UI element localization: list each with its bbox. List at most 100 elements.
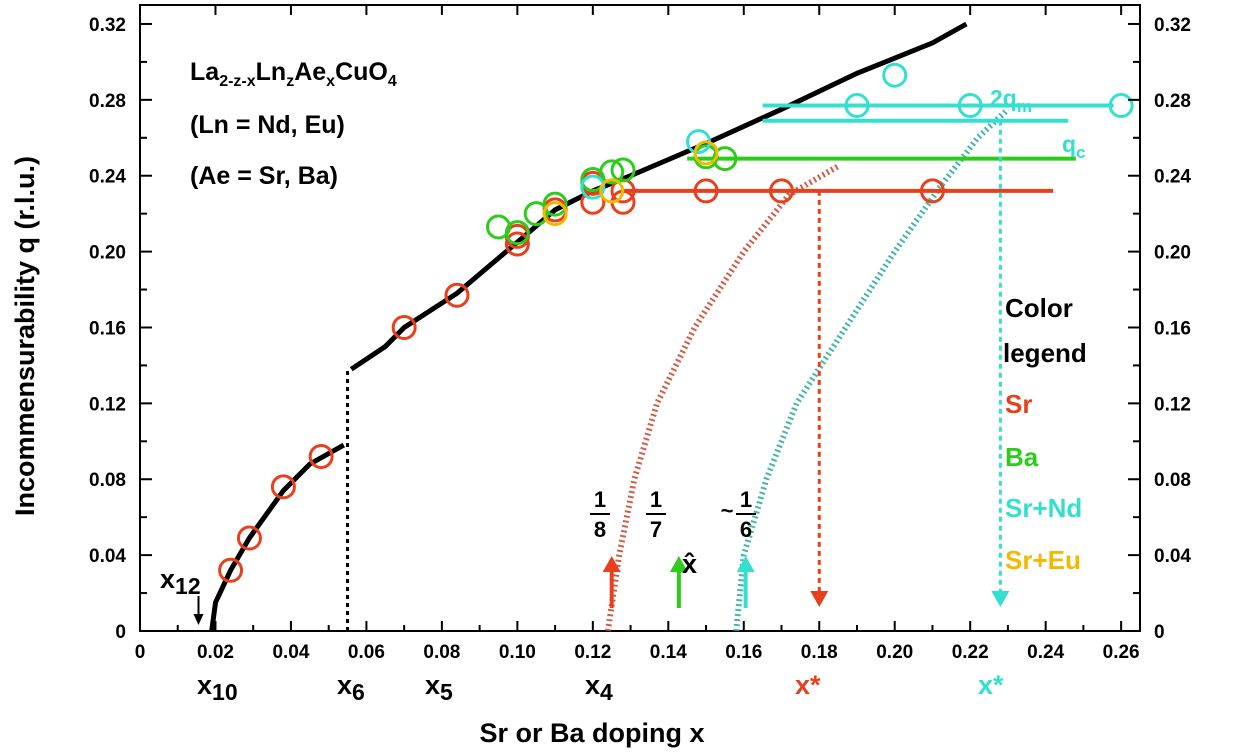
point-ba: [599, 159, 625, 185]
x-tick-label: 0.20: [876, 642, 913, 663]
formula-line-1: La2-z-xLnzAexCuO4: [190, 58, 397, 90]
fraction-one-sixth: 1 6: [736, 487, 756, 542]
marker-xstar-sr: x*: [795, 670, 821, 700]
legend-title: Color: [1005, 293, 1073, 323]
curve-high-doping: [349, 21, 968, 372]
point-ba: [504, 220, 530, 246]
x-tick-label: 0.06: [348, 642, 385, 663]
arrow-sixth-head: [736, 556, 755, 572]
svg-text:6: 6: [740, 517, 752, 542]
plot-border: [139, 4, 1141, 632]
data-points: [218, 62, 1134, 583]
x-tick-label: 0: [135, 642, 146, 663]
legend-sr-eu: Sr+Eu: [1005, 545, 1081, 575]
point-sr-eu: [693, 140, 719, 166]
y-tick-label-left: 0.32: [89, 15, 126, 36]
point-sr-nd: [882, 62, 908, 88]
label-2qm: 2qm: [990, 85, 1032, 116]
x-tick-label: 0.24: [1027, 642, 1064, 663]
y-tick-label-right: 0.04: [1154, 546, 1191, 567]
x-tick-label: 0.08: [423, 642, 460, 663]
y-tick-label-right: 0.32: [1154, 15, 1191, 36]
point-sr: [919, 178, 945, 204]
y-tick-labels-right: 0 0.04 0.08 0.12 0.16 0.20 0.24 0.28 0.32: [1128, 15, 1191, 643]
svg-text:1: 1: [650, 487, 662, 512]
formula-line-3: (Ae = Sr, Ba): [190, 162, 338, 190]
point-sr: [693, 178, 719, 204]
legend-sr: Sr: [1005, 389, 1032, 419]
y-tick-label-right: 0.28: [1154, 91, 1191, 112]
point-ba: [610, 157, 636, 183]
y-tick-labels-left: 0 0.04 0.08 0.12 0.16 0.20 0.24 0.28 0.32: [89, 15, 152, 643]
point-sr: [769, 178, 795, 204]
y-tick-label-left: 0.04: [89, 546, 126, 567]
x-tick-label: 0.22: [952, 642, 989, 663]
point-sr: [236, 525, 262, 551]
plot-frame: [139, 4, 1141, 632]
svg-text:7: 7: [650, 517, 662, 542]
point-sr: [270, 474, 296, 500]
marker-x6: x6: [337, 670, 365, 705]
y-tick-label-left: 0.12: [89, 394, 126, 415]
legend-sr-nd: Sr+Nd: [1005, 493, 1082, 523]
x-axis-title: Sr or Ba doping x: [479, 718, 704, 748]
fraction-one-seventh: 1 7: [646, 487, 666, 542]
tilde: ~: [721, 498, 734, 523]
curve-low-doping: [209, 442, 346, 632]
arrow-xstar-srnd-head: [991, 591, 1010, 607]
svg-text:1: 1: [594, 487, 606, 512]
point-sr-eu: [542, 201, 568, 227]
formula-line-2: (Ln = Nd, Eu): [190, 111, 345, 139]
y-tick-label-left: 0.28: [89, 91, 126, 112]
x-tick-label: 0.02: [197, 642, 234, 663]
y-tick-label-right: 0.24: [1154, 167, 1191, 188]
y-tick-label-left: 0.24: [89, 167, 126, 188]
point-sr: [444, 282, 470, 308]
arrow-xstar-sr-head: [810, 591, 829, 607]
svg-text:8: 8: [594, 517, 606, 542]
arrow-seventh-head: [669, 556, 688, 572]
y-tick-label-right: 0.16: [1154, 318, 1191, 339]
point-ba: [542, 191, 568, 217]
svg-text:1: 1: [740, 487, 752, 512]
x-tick-label: 0.10: [499, 642, 536, 663]
y-tick-label-left: 0.20: [89, 243, 126, 264]
y-tick-label-right: 0: [1154, 622, 1165, 643]
point-sr-nd: [844, 93, 870, 119]
marker-x10: x10: [197, 670, 238, 705]
marker-x12: x12: [160, 564, 201, 599]
y-axis-title: Incommensurability q (r.l.u.): [10, 156, 40, 516]
arrow-x12-head: [193, 614, 204, 625]
x-tick-labels: 0 0.02 0.04 0.06 0.08 0.10 0.12 0.14 0.16 0.18 0.2…: [135, 5, 1140, 663]
y-tick-label-left: 0: [115, 622, 126, 643]
y-tick-label-right: 0.08: [1154, 470, 1191, 491]
point-sr: [218, 557, 244, 583]
marker-x5: x5: [425, 670, 453, 705]
y-tick-label-left: 0.08: [89, 470, 126, 491]
point-sr-nd: [580, 174, 606, 200]
srnd-guide-curve: [733, 107, 1010, 632]
x-tick-label: 0.18: [801, 642, 838, 663]
guide-curves: [604, 107, 1010, 632]
point-sr: [391, 314, 417, 340]
x-tick-label: 0.12: [574, 642, 611, 663]
point-sr: [308, 443, 334, 469]
fraction-one-eighth: 1 8: [590, 487, 610, 542]
point-sr-nd: [957, 93, 983, 119]
marker-x4: x4: [585, 670, 613, 705]
y-tick-label-left: 0.16: [89, 318, 126, 339]
legend-ba: Ba: [1005, 442, 1039, 472]
y-tick-label-right: 0.20: [1154, 243, 1191, 264]
marker-xhat: x̂: [682, 549, 697, 579]
arrow-eighth-head: [602, 556, 621, 572]
legend-subtitle: legend: [1003, 338, 1087, 368]
point-sr-nd: [1108, 93, 1134, 119]
x-tick-label: 0.14: [650, 642, 687, 663]
marker-xstar-srnd: x*: [978, 670, 1004, 700]
point-sr: [504, 231, 530, 257]
x-tick-label: 0.04: [272, 642, 309, 663]
marker-arrows: [193, 120, 1010, 625]
x-tick-label: 0.16: [725, 642, 762, 663]
sr-guide-curve: [604, 163, 840, 632]
